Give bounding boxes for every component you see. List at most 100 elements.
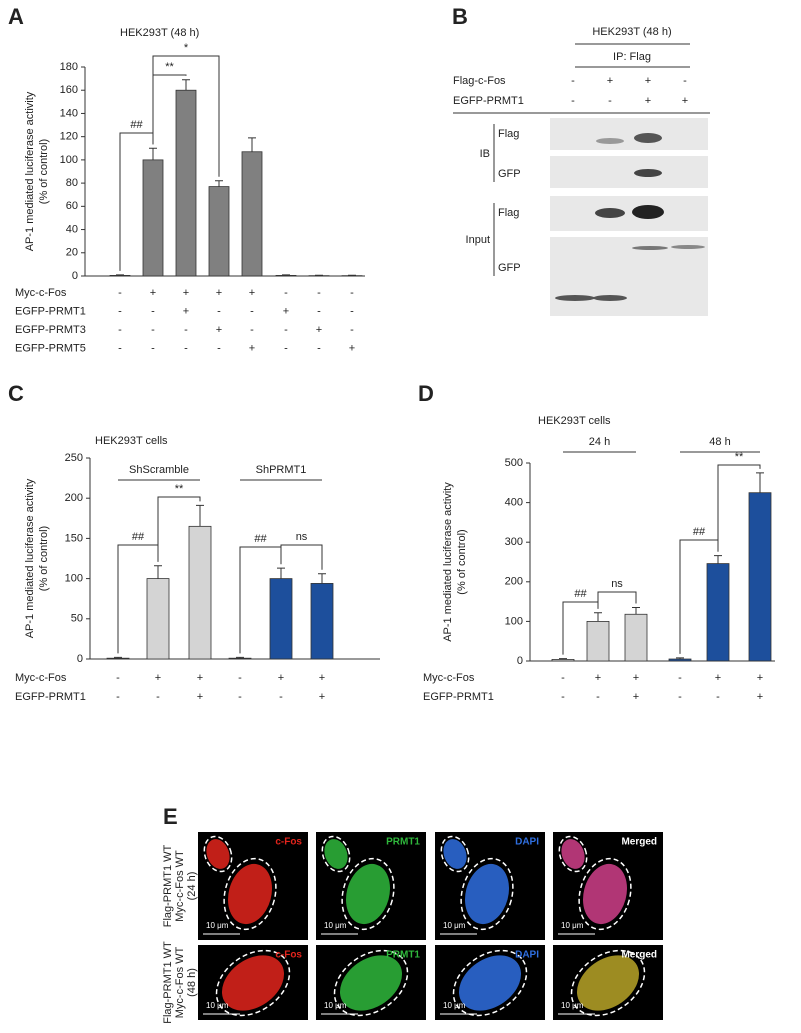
blot-ip: IP: Flag <box>613 51 651 63</box>
channel-label: c-Fos <box>275 950 302 961</box>
error-bar <box>196 505 204 526</box>
sign: - <box>250 324 254 336</box>
scale-bar-label: 10 μm <box>324 921 347 930</box>
sign: + <box>316 324 322 336</box>
y-tick-label: 60 <box>66 200 78 212</box>
error-bar <box>149 148 157 160</box>
blot-row-label: EGFP-PRMT1 <box>453 95 524 107</box>
scale-bar-label: 10 μm <box>443 921 466 930</box>
bar <box>625 614 647 661</box>
bar <box>189 526 211 659</box>
panel-label: A <box>8 4 24 29</box>
channel-label: PRMT1 <box>386 837 420 848</box>
chart-title: HEK293T cells <box>538 415 611 427</box>
bar <box>749 493 771 661</box>
scale-bar-label: 10 μm <box>443 1001 466 1010</box>
row-label: EGFP-PRMT1 <box>423 691 494 703</box>
row-label: EGFP-PRMT5 <box>15 342 86 354</box>
significance-label: ## <box>574 588 587 600</box>
sign: - <box>217 342 221 354</box>
error-bar <box>154 566 162 579</box>
sign: - <box>217 305 221 317</box>
sign: - <box>317 287 321 299</box>
sign: + <box>715 672 721 684</box>
blot-row: GFP <box>498 168 521 180</box>
bar <box>209 187 229 276</box>
sign: + <box>283 305 289 317</box>
y-axis-label: (% of control) <box>456 529 468 594</box>
significance-label: * <box>184 42 189 54</box>
panel-label: E <box>163 804 178 829</box>
error-bar <box>248 138 256 152</box>
sign: - <box>716 691 720 703</box>
y-tick-label: 50 <box>71 613 83 625</box>
bar <box>276 275 296 276</box>
blot-row: GFP <box>498 262 521 274</box>
significance-label: ** <box>165 61 174 73</box>
sign: - <box>116 691 120 703</box>
y-tick-label: 200 <box>65 492 83 504</box>
row-label: EGFP-PRMT1 <box>15 691 86 703</box>
sign: - <box>608 95 612 107</box>
y-tick-label: 150 <box>65 532 83 544</box>
y-tick-label: 20 <box>66 247 78 259</box>
row-label: Myc-c-Fos <box>15 672 67 684</box>
blot-band <box>593 295 627 301</box>
blot-band <box>634 169 662 177</box>
sign: - <box>118 305 122 317</box>
sign: - <box>678 672 682 684</box>
sign: - <box>284 324 288 336</box>
blot-row: Flag <box>498 128 519 140</box>
sign: + <box>607 75 613 87</box>
sign: + <box>757 691 763 703</box>
sign: - <box>184 324 188 336</box>
y-tick-label: 0 <box>77 653 83 665</box>
sign: - <box>238 691 242 703</box>
y-axis-label: AP-1 mediated luciferase activity <box>442 482 454 642</box>
channel-label: DAPI <box>515 837 539 848</box>
channel-label: Merged <box>621 837 657 848</box>
sign: + <box>216 287 222 299</box>
blot-image <box>550 156 708 188</box>
panel-label: C <box>8 381 24 406</box>
y-axis-label: (% of control) <box>38 526 50 591</box>
sign: + <box>633 672 639 684</box>
blot-image <box>550 118 708 150</box>
significance-label: ** <box>735 451 744 463</box>
y-axis-label: (% of control) <box>38 139 50 204</box>
sign: - <box>118 342 122 354</box>
row-label: EGFP-PRMT3 <box>15 324 86 336</box>
y-axis-label: AP-1 mediated luciferase activity <box>24 478 36 638</box>
y-tick-label: 180 <box>60 61 78 73</box>
y-tick-label: 200 <box>505 576 523 588</box>
error-bar <box>215 181 223 187</box>
sign: - <box>350 305 354 317</box>
row-label: (24 h) <box>186 872 198 901</box>
blot-section-label: IB <box>480 148 490 160</box>
sign: - <box>118 287 122 299</box>
bar <box>147 579 169 659</box>
significance-label: ## <box>693 526 706 538</box>
blot-band <box>596 138 624 144</box>
sign: - <box>238 672 242 684</box>
sign: + <box>645 95 651 107</box>
row-label: Flag-PRMT1 WT <box>162 844 174 927</box>
y-tick-label: 140 <box>60 107 78 119</box>
sign: + <box>319 691 325 703</box>
significance-bracket <box>281 545 322 570</box>
scale-bar-label: 10 μm <box>206 1001 229 1010</box>
panel-label: D <box>418 381 434 406</box>
blot-band <box>555 295 595 301</box>
y-tick-label: 100 <box>505 615 523 627</box>
sign: + <box>183 305 189 317</box>
chart-title: HEK293T cells <box>95 435 168 447</box>
sign: - <box>284 287 288 299</box>
group-label: ShScramble <box>129 464 189 476</box>
bar <box>107 658 129 659</box>
bar <box>587 621 609 661</box>
scale-bar-label: 10 μm <box>324 1001 347 1010</box>
y-axis-label: AP-1 mediated luciferase activity <box>24 91 36 251</box>
significance-bracket <box>598 592 636 609</box>
error-bar <box>277 568 285 578</box>
